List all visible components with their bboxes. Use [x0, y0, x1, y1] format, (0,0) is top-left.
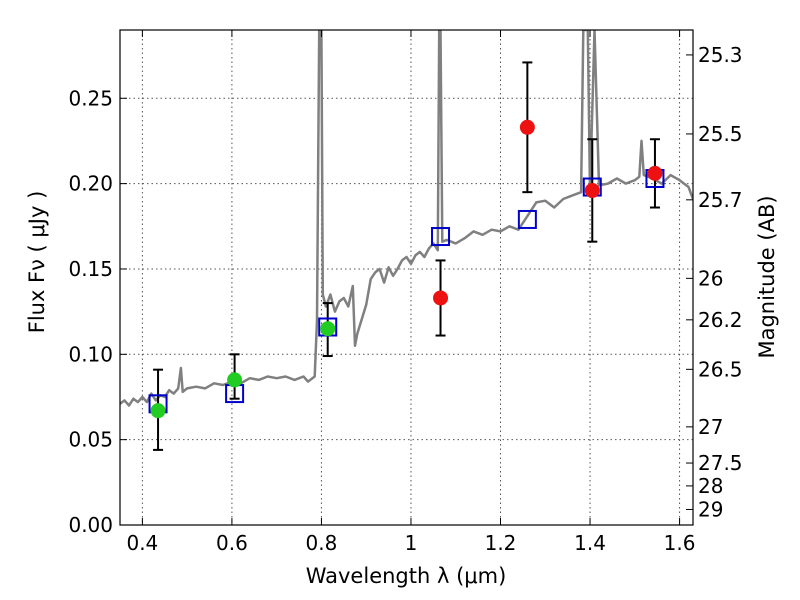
grid-lines	[120, 30, 693, 526]
y2-tick-label: 25.5	[698, 122, 743, 146]
y2-tick-label: 26	[698, 266, 723, 290]
x-tick-label: 1.6	[664, 531, 696, 555]
y-tick-label: 0.15	[68, 257, 113, 281]
y-tick-label: 0.05	[68, 428, 113, 452]
y2-tick-label: 25.3	[698, 43, 743, 67]
y-tick-label: 0.20	[68, 172, 113, 196]
y-tick-label: 0.10	[68, 342, 113, 366]
y2-tick-label: 26.5	[698, 357, 743, 381]
x-tick-label: 0.8	[306, 531, 338, 555]
y2-tick-label: 27.5	[698, 451, 743, 475]
x-axis-title: Wavelength λ (μm)	[306, 564, 507, 588]
x-tick-label: 0.4	[126, 531, 158, 555]
observed-point	[519, 119, 535, 135]
observed-point	[227, 372, 243, 388]
plot-area	[120, 30, 693, 451]
y2-tick-label: 26.2	[698, 308, 743, 332]
observed-point	[584, 182, 600, 198]
observed-point	[320, 321, 336, 337]
model-square-marker	[517, 209, 537, 229]
y-axis-title: Flux Fν ( μJy )	[25, 191, 49, 334]
x-tick-label: 1.2	[485, 531, 517, 555]
y-tick-label: 0.00	[68, 513, 113, 537]
y2-tick-label: 27	[698, 415, 723, 439]
x-tick-label: 1	[405, 531, 418, 555]
y-tick-label: 0.25	[68, 86, 113, 110]
y2-tick-label: 29	[698, 497, 723, 521]
y2-tick-label: 25.7	[698, 188, 743, 212]
plot-frame	[119, 29, 694, 526]
axes: 0.4 0.6 0.8 1 1.2 1.4 1.6 0.00 0.05 0.10 0.15 0.20 0…	[68, 30, 743, 555]
x-tick-label: 0.6	[216, 531, 248, 555]
x-tick-label: 1.4	[574, 531, 606, 555]
observed-point	[433, 290, 449, 306]
y2-tick-label: 28	[698, 474, 723, 498]
spectrum-line	[120, 30, 693, 407]
observed-point	[647, 165, 663, 181]
observed-point	[150, 403, 166, 419]
model-square-marker	[431, 227, 451, 247]
y2-axis-title: Magnitude (AB)	[755, 195, 779, 358]
